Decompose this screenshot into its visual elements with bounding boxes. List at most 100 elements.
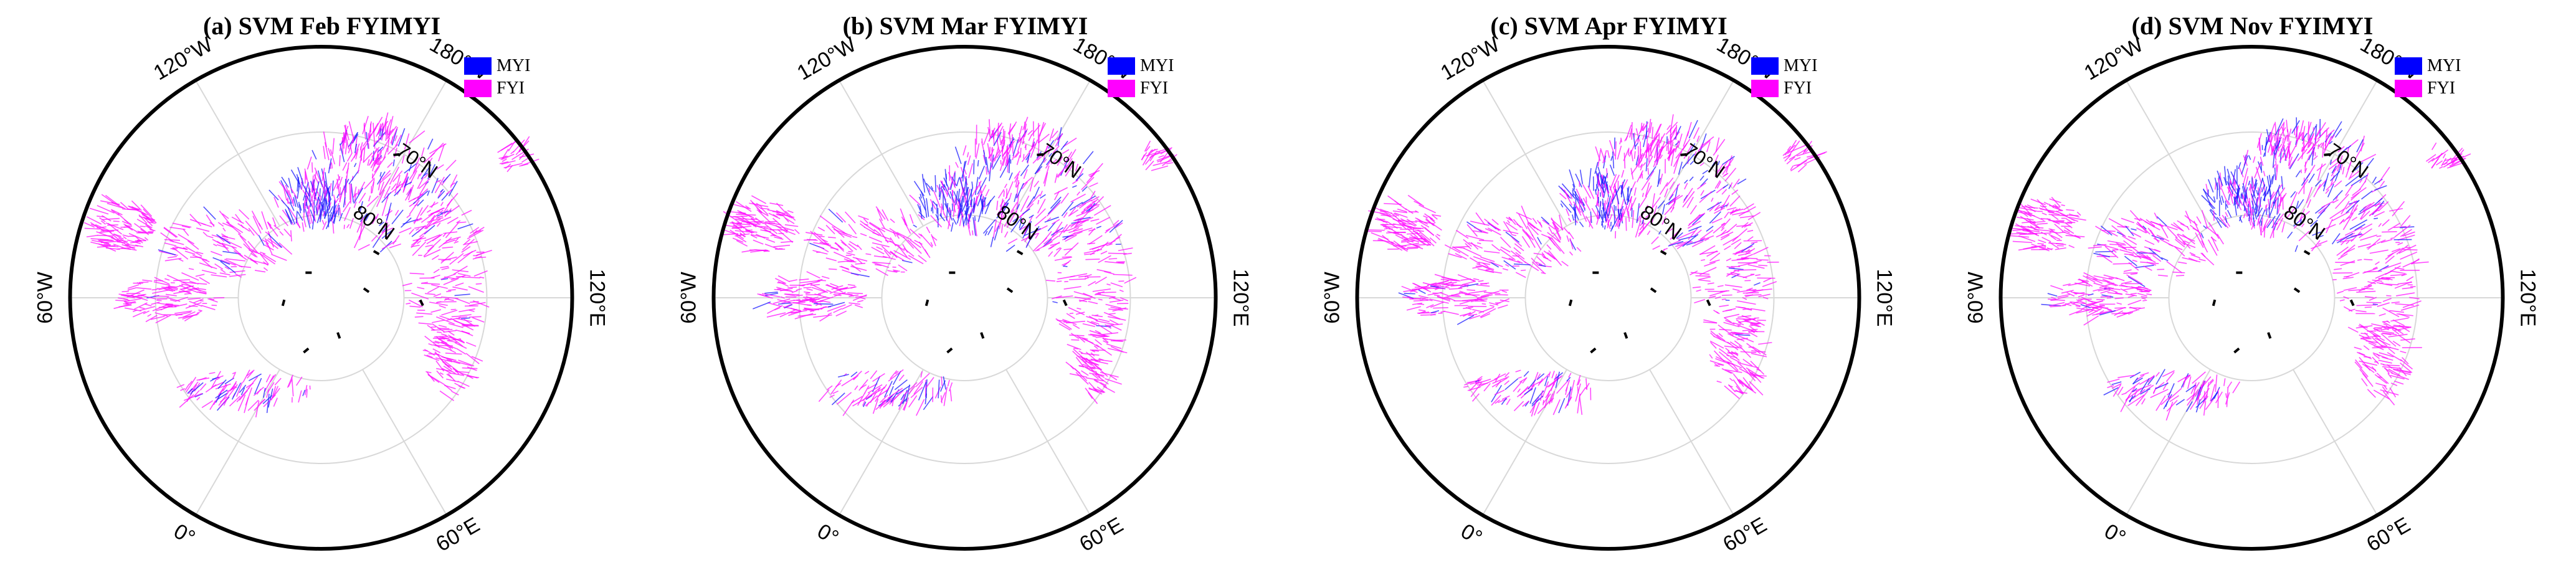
fyi-observation-mark: [130, 241, 140, 244]
fyi-observation-mark: [402, 173, 409, 193]
fyi-observation-mark: [1751, 350, 1766, 353]
fyi-observation-mark: [1048, 251, 1053, 257]
fyi-observation-mark: [1653, 140, 1659, 158]
myi-observation-mark: [1737, 178, 1747, 185]
graticule-tick-mark: [419, 299, 424, 306]
fyi-observation-mark: [427, 325, 435, 331]
fyi-observation-mark: [2098, 287, 2114, 292]
fyi-observation-mark: [1056, 247, 1061, 251]
fyi-observation-mark: [1564, 189, 1569, 199]
fyi-observation-mark: [787, 287, 797, 288]
fyi-observation-mark: [178, 234, 195, 245]
myi-observation-mark: [1063, 265, 1068, 267]
fyi-observation-mark: [135, 244, 143, 247]
fyi-observation-mark: [2104, 245, 2119, 259]
fyi-observation-mark: [896, 232, 912, 240]
fyi-observation-mark: [1694, 143, 1704, 159]
fyi-observation-mark: [2389, 310, 2405, 313]
fyi-observation-mark: [452, 368, 464, 375]
fyi-observation-mark: [424, 349, 435, 356]
myi-observation-mark: [192, 382, 204, 392]
fyi-observation-mark: [1737, 335, 1754, 343]
fyi-observation-mark: [2164, 225, 2178, 230]
fyi-observation-mark: [1374, 218, 1387, 222]
fyi-observation-mark: [1419, 221, 1430, 228]
fyi-observation-mark: [2107, 378, 2120, 383]
fyi-observation-mark: [1718, 348, 1730, 357]
myi-observation-mark: [965, 205, 967, 226]
fyi-observation-mark: [1726, 224, 1737, 234]
fyi-observation-mark: [2394, 380, 2404, 385]
fyi-observation-mark: [267, 238, 282, 249]
fyi-observation-mark: [2178, 261, 2187, 264]
fyi-observation-mark: [272, 217, 277, 227]
fyi-observation-mark: [1382, 234, 1394, 245]
fyi-observation-mark: [730, 216, 748, 217]
myi-observation-mark: [2293, 219, 2303, 227]
fyi-observation-mark: [2350, 200, 2358, 215]
fyi-observation-mark: [1726, 258, 1732, 262]
fyi-observation-mark: [2398, 244, 2417, 254]
fyi-observation-mark: [2227, 186, 2233, 196]
fyi-observation-mark: [160, 232, 174, 243]
myi-observation-mark: [992, 154, 1001, 170]
myi-observation-mark: [269, 189, 279, 201]
legend-item-fyi: FYI: [1751, 77, 1817, 100]
fyi-observation-mark: [1108, 348, 1128, 354]
myi-observation-mark: [397, 128, 406, 147]
fyi-observation-mark: [2278, 123, 2284, 132]
fyi-observation-mark: [379, 181, 384, 196]
fyi-observation-mark: [111, 245, 116, 247]
graticule-tick-mark: [1590, 347, 1597, 354]
fyi-observation-mark: [1053, 229, 1070, 234]
myi-observation-mark: [2263, 152, 2266, 158]
fyi-observation-mark: [473, 270, 488, 277]
fyi-observation-mark: [831, 226, 845, 238]
myi-observation-mark: [954, 146, 962, 164]
fyi-observation-mark: [2382, 219, 2390, 227]
fyi-observation-mark: [254, 398, 265, 411]
fyi-observation-mark: [852, 235, 858, 239]
fyi-observation-mark: [406, 187, 412, 196]
fyi-observation-mark: [888, 369, 904, 382]
fyi-observation-mark: [1080, 353, 1100, 356]
fyi-observation-mark: [1437, 296, 1451, 302]
fyi-observation-mark: [1057, 229, 1061, 231]
fyi-observation-mark: [804, 307, 820, 311]
fyi-observation-mark: [799, 280, 820, 283]
fyi-observation-mark: [1413, 300, 1428, 302]
fyi-observation-mark: [445, 236, 461, 242]
fyi-observation-mark: [1725, 348, 1730, 352]
fyi-observation-mark: [1741, 222, 1749, 229]
fyi-observation-mark: [2227, 200, 2231, 206]
fyi-observation-mark: [1552, 399, 1561, 416]
fyi-observation-mark: [2086, 275, 2103, 284]
myi-observation-mark: [938, 379, 940, 399]
myi-observation-mark: [2327, 183, 2334, 197]
fyi-observation-mark: [165, 303, 173, 305]
myi-observation-mark: [977, 194, 983, 207]
fyi-observation-mark: [1668, 140, 1672, 145]
fyi-observation-mark: [354, 193, 357, 202]
fyi-observation-mark: [852, 371, 862, 380]
fyi-observation-mark: [445, 159, 457, 171]
myi-observation-mark: [212, 257, 231, 265]
fyi-observation-mark: [113, 304, 129, 310]
fyi-observation-mark: [174, 303, 188, 308]
fyi-observation-mark: [258, 222, 264, 230]
fyi-observation-mark: [1699, 267, 1717, 276]
fyi-observation-mark: [1500, 246, 1511, 253]
fyi-observation-mark: [2142, 300, 2147, 302]
fyi-observation-mark: [789, 279, 797, 282]
myi-observation-mark: [1678, 235, 1696, 241]
fyi-observation-mark: [2018, 207, 2038, 212]
fyi-observation-mark: [855, 257, 863, 264]
fyi-observation-mark: [976, 180, 982, 190]
fyi-observation-mark: [121, 290, 129, 293]
fyi-observation-mark: [903, 397, 910, 411]
fyi-observation-mark: [210, 250, 222, 257]
fyi-observation-mark: [2049, 198, 2061, 204]
fyi-observation-mark: [476, 250, 492, 256]
fyi-observation-mark: [2203, 401, 2207, 416]
myi-observation-mark: [1027, 152, 1030, 163]
